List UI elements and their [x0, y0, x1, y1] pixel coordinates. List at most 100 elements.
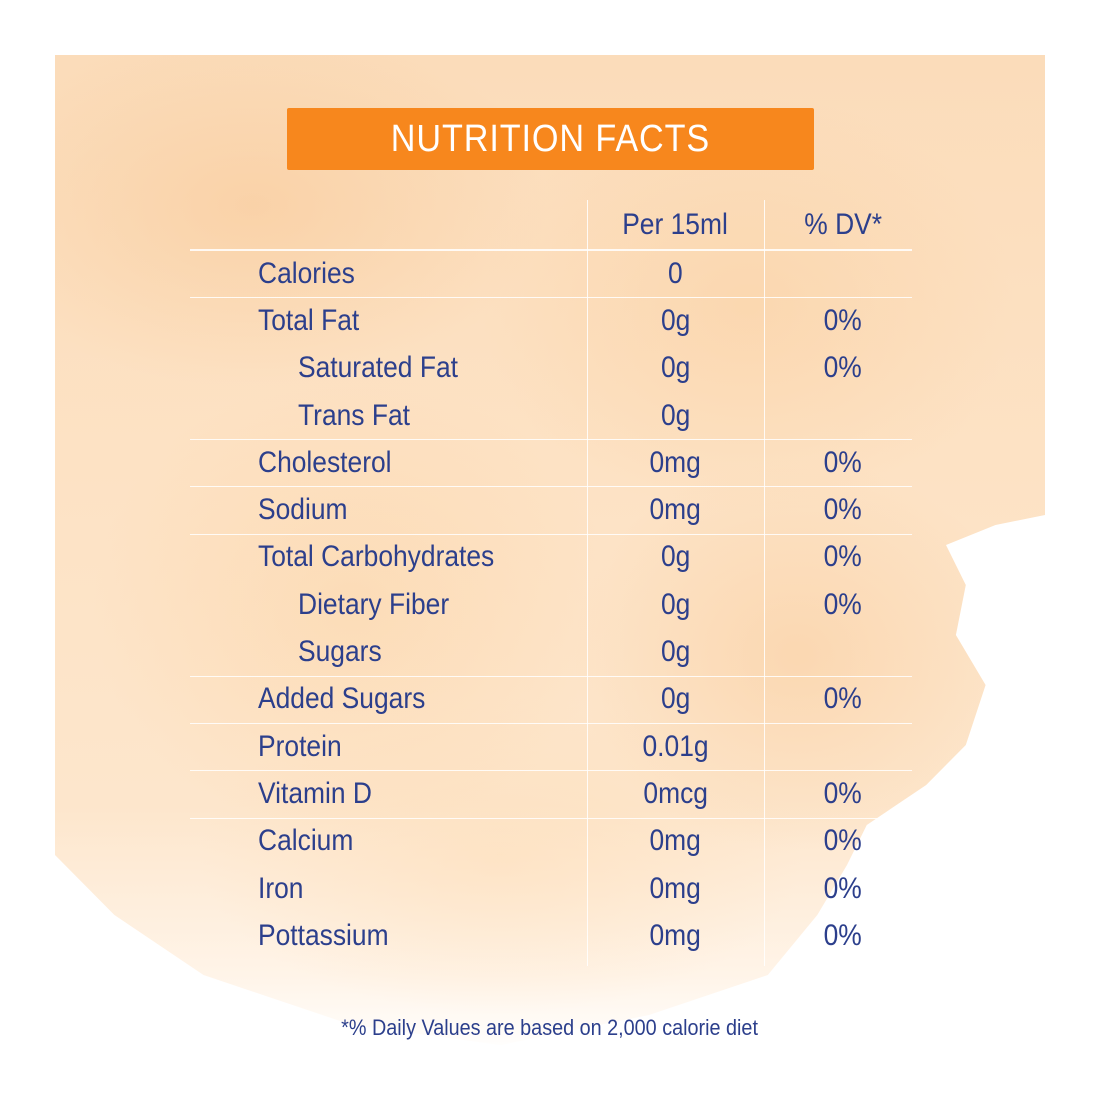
table-row: Total Fat 0g 0% — [190, 297, 912, 344]
nutrient-name: Dietary Fiber — [298, 587, 450, 621]
nutrient-name-cell: Vitamin D — [190, 777, 587, 811]
nutrient-dv-cell: 0% — [764, 872, 912, 906]
nutrient-name-cell: Protein — [190, 730, 587, 764]
nutrient-amount-cell: 0g — [587, 351, 764, 385]
nutrient-name: Calcium — [258, 824, 354, 858]
table-row: Sugars 0g — [190, 628, 912, 675]
nutrient-amount-cell: 0g — [587, 588, 764, 622]
nutrient-amount-cell: 0mg — [587, 446, 764, 480]
nutrient-name-cell: Total Carbohydrates — [190, 540, 587, 574]
table-row: Pottassium 0mg 0% — [190, 912, 912, 959]
nutrient-name-cell: Pottassium — [190, 919, 587, 953]
nutrient-amount: 0mg — [649, 871, 702, 905]
table-body: Calories 0 Total Fat 0g 0% Saturated Fat 0g 0% T… — [190, 250, 912, 959]
table-row: Protein 0.01g — [190, 722, 912, 770]
nutrient-name: Trans Fat — [298, 398, 410, 432]
nutrient-name: Total Carbohydrates — [258, 540, 495, 574]
nutrient-name-cell: Calcium — [190, 824, 587, 858]
nutrient-amount: 0g — [660, 682, 691, 716]
nutrient-amount-cell: 0g — [587, 399, 764, 433]
table-row: Total Carbohydrates 0g 0% — [190, 533, 912, 581]
nutrient-name: Protein — [258, 729, 342, 763]
nutrient-amount-cell: 0g — [587, 304, 764, 338]
page-title: NUTRITION FACTS — [390, 117, 711, 160]
nutrient-name: Calories — [258, 256, 355, 290]
nutrient-amount-cell: 0mg — [587, 872, 764, 906]
table-row: Saturated Fat 0g 0% — [190, 345, 912, 392]
nutrient-dv-cell: 0% — [764, 824, 912, 858]
nutrient-amount: 0g — [660, 587, 691, 621]
table-row: Dietary Fiber 0g 0% — [190, 581, 912, 628]
nutrient-name: Added Sugars — [258, 682, 426, 716]
nutrient-amount-cell: 0mg — [587, 919, 764, 953]
table-row: Cholesterol 0mg 0% — [190, 439, 912, 486]
table-row: Iron 0mg 0% — [190, 865, 912, 912]
table-row: Trans Fat 0g — [190, 392, 912, 439]
nutrient-name: Vitamin D — [258, 776, 372, 810]
nutrient-amount: 0mg — [649, 493, 702, 527]
nutrient-dv: 0% — [823, 682, 863, 716]
column-divider — [764, 200, 765, 966]
nutrient-name: Sodium — [258, 493, 348, 527]
nutrient-dv-cell: 0% — [764, 682, 912, 716]
nutrient-amount: 0 — [668, 256, 683, 290]
nutrient-name: Total Fat — [258, 303, 360, 337]
column-divider — [587, 200, 588, 966]
nutrient-amount-cell: 0g — [587, 635, 764, 669]
nutrient-amount: 0g — [660, 398, 691, 432]
nutrient-name-cell: Calories — [190, 257, 587, 291]
nutrient-dv-cell: 0% — [764, 588, 912, 622]
nutrient-name-cell: Iron — [190, 872, 587, 906]
nutrient-amount: 0.01g — [642, 729, 709, 763]
nutrient-amount: 0mg — [649, 824, 702, 858]
table-row: Vitamin D 0mcg 0% — [190, 770, 912, 817]
nutrient-name: Saturated Fat — [298, 351, 458, 385]
nutrient-name-cell: Dietary Fiber — [190, 588, 587, 622]
footnote-text: *% Daily Values are based on 2,000 calor… — [341, 1015, 759, 1040]
nutrient-amount-cell: 0mcg — [587, 777, 764, 811]
table-row: Sodium 0mg 0% — [190, 486, 912, 533]
nutrient-dv-cell: 0% — [764, 446, 912, 480]
nutrient-dv: 0% — [823, 871, 863, 905]
nutrient-name-cell: Sodium — [190, 493, 587, 527]
nutrient-dv: 0% — [823, 918, 863, 952]
nutrient-amount-cell: 0g — [587, 540, 764, 574]
nutrient-name-cell: Saturated Fat — [190, 351, 587, 385]
header-dv-cell: % DV* — [764, 208, 912, 242]
nutrient-name: Sugars — [298, 635, 382, 669]
nutrient-dv: 0% — [823, 351, 863, 385]
nutrient-amount: 0g — [660, 540, 691, 574]
header-amount-cell: Per 15ml — [587, 208, 764, 242]
nutrient-name: Pottassium — [258, 918, 389, 952]
title-banner: NUTRITION FACTS — [287, 108, 814, 170]
table-row: Calories 0 — [190, 250, 912, 297]
nutrient-amount-cell: 0mg — [587, 824, 764, 858]
table-row: Calcium 0mg 0% — [190, 817, 912, 865]
nutrient-dv-cell: 0% — [764, 493, 912, 527]
nutrient-dv: 0% — [823, 587, 863, 621]
nutrient-name-cell: Sugars — [190, 635, 587, 669]
table-header-row: Per 15ml % DV* — [190, 200, 912, 250]
nutrient-name-cell: Total Fat — [190, 304, 587, 338]
nutrient-amount-cell: 0.01g — [587, 730, 764, 764]
nutrient-dv-cell — [764, 643, 912, 661]
nutrient-dv-cell — [764, 738, 912, 756]
nutrient-name-cell: Trans Fat — [190, 399, 587, 433]
nutrient-amount: 0g — [660, 635, 691, 669]
nutrient-dv: 0% — [823, 540, 863, 574]
header-amount-label: Per 15ml — [622, 208, 729, 241]
nutrient-amount-cell: 0g — [587, 682, 764, 716]
nutrient-name: Iron — [258, 871, 304, 905]
footnote: *% Daily Values are based on 2,000 calor… — [0, 1015, 1100, 1041]
nutrient-dv-cell: 0% — [764, 919, 912, 953]
nutrient-amount: 0g — [660, 303, 691, 337]
nutrient-amount-cell: 0 — [587, 257, 764, 291]
nutrient-amount: 0mg — [649, 918, 702, 952]
header-dv-label: % DV* — [804, 208, 882, 241]
table-row: Added Sugars 0g 0% — [190, 675, 912, 723]
nutrient-name-cell: Cholesterol — [190, 446, 587, 480]
nutrient-dv: 0% — [823, 776, 863, 810]
nutrient-dv-cell — [764, 407, 912, 425]
nutrient-dv: 0% — [823, 445, 863, 479]
nutrient-dv-cell: 0% — [764, 777, 912, 811]
